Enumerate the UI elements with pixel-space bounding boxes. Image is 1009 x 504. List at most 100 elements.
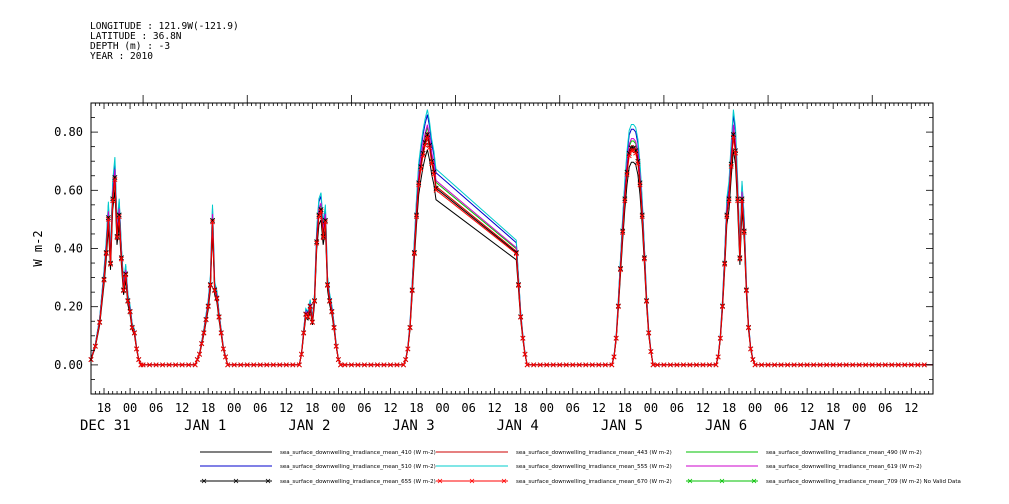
series-marker (207, 282, 213, 288)
legend-marker (469, 478, 475, 484)
series-line (90, 137, 933, 366)
series-marker (778, 362, 784, 368)
series-marker (648, 349, 654, 355)
series-marker (153, 362, 159, 368)
legend-marker (233, 478, 239, 484)
series-marker (739, 196, 745, 202)
x-tick-label: 06 (357, 401, 371, 415)
series-marker (318, 208, 324, 214)
series-marker (138, 362, 144, 368)
x-tick-label: 12 (383, 401, 397, 415)
series-marker (626, 153, 632, 159)
series-marker (726, 198, 732, 204)
series-marker (333, 343, 339, 349)
y-tick-label: 0.60 (54, 183, 83, 197)
date-label: JAN 5 (601, 418, 643, 434)
legend-marker (687, 478, 693, 484)
series-marker (550, 362, 556, 368)
legend-entry: sea_surface_downwelling_irradiance_mean_… (686, 450, 922, 456)
series-marker (131, 330, 137, 336)
series-marker (856, 362, 862, 368)
series-marker (635, 161, 641, 167)
legend-entry: sea_surface_downwelling_irradiance_mean_… (686, 478, 961, 485)
date-label: JAN 2 (288, 418, 330, 434)
series-marker (895, 362, 901, 368)
y-axis-label: W m-2 (31, 230, 45, 266)
x-tick-label: 12 (487, 401, 501, 415)
series-marker (361, 362, 367, 368)
series-marker (418, 166, 424, 172)
x-tick-label: 12 (800, 401, 814, 415)
series-marker (798, 362, 804, 368)
series-marker (544, 362, 550, 368)
longitude-label: LONGITUDE : 121.9W(-121.9) (90, 21, 239, 32)
series-marker (210, 217, 216, 223)
series-marker (264, 362, 270, 368)
series-marker (134, 346, 140, 352)
series-marker (105, 215, 111, 221)
series-marker (617, 267, 624, 273)
series-marker (420, 153, 426, 159)
legend-entry: sea_surface_downwelling_irradiance_mean_… (436, 478, 672, 485)
legend-marker (751, 478, 757, 484)
series-marker (431, 171, 437, 177)
series-marker (407, 325, 413, 331)
series-marker (238, 362, 244, 368)
series-marker (283, 362, 289, 368)
series-marker (750, 357, 756, 363)
series-marker (746, 325, 752, 331)
x-tick-label: 12 (696, 401, 710, 415)
x-tick-label: 18 (722, 401, 736, 415)
series-marker (804, 362, 810, 368)
series-marker (524, 362, 530, 368)
series-line (90, 127, 933, 366)
series-marker (615, 304, 621, 310)
series-marker (196, 351, 203, 357)
series-marker (140, 362, 146, 368)
series-line (90, 149, 933, 366)
series-marker (290, 362, 296, 368)
series-marker (97, 320, 103, 326)
series-marker (400, 362, 407, 368)
series-marker (641, 256, 647, 262)
legend-label: sea_surface_downwelling_irradiance_mean_… (516, 450, 672, 456)
series-marker (576, 362, 582, 368)
series-marker (327, 298, 333, 304)
date-label: DEC 31 (80, 418, 131, 434)
series-marker (305, 314, 311, 320)
series-marker (531, 362, 537, 368)
series-marker (602, 362, 608, 368)
series-marker (192, 362, 198, 368)
x-tick-label: 06 (149, 401, 163, 415)
series-marker (863, 362, 869, 368)
legend-entry: sea_surface_downwelling_irradiance_mean_… (200, 450, 436, 456)
series-marker (411, 251, 417, 257)
x-tick-label: 06 (774, 401, 788, 415)
series-line (90, 114, 933, 366)
legend-marker (201, 478, 207, 484)
series-marker (270, 362, 276, 368)
series-marker (212, 288, 218, 294)
date-label: JAN 6 (705, 418, 747, 434)
x-tick-label: 00 (644, 401, 658, 415)
series-marker (301, 330, 307, 336)
x-tick-label: 12 (279, 401, 293, 415)
series-marker (225, 362, 231, 368)
series-marker (314, 240, 320, 246)
x-tick-label: 06 (670, 401, 684, 415)
legend-marker (501, 478, 507, 484)
series-marker (277, 362, 283, 368)
series-marker (830, 362, 836, 368)
series-marker (563, 362, 569, 368)
series-marker (218, 330, 224, 336)
series-marker (876, 362, 882, 368)
series-marker (112, 177, 118, 183)
series-marker (824, 362, 830, 368)
series-marker (244, 362, 250, 368)
x-tick-label: 18 (826, 401, 840, 415)
series-line (90, 109, 933, 366)
date-label: JAN 7 (809, 418, 851, 434)
series-marker (741, 229, 747, 236)
series-marker (743, 288, 749, 294)
x-tick-label: 18 (513, 401, 527, 415)
